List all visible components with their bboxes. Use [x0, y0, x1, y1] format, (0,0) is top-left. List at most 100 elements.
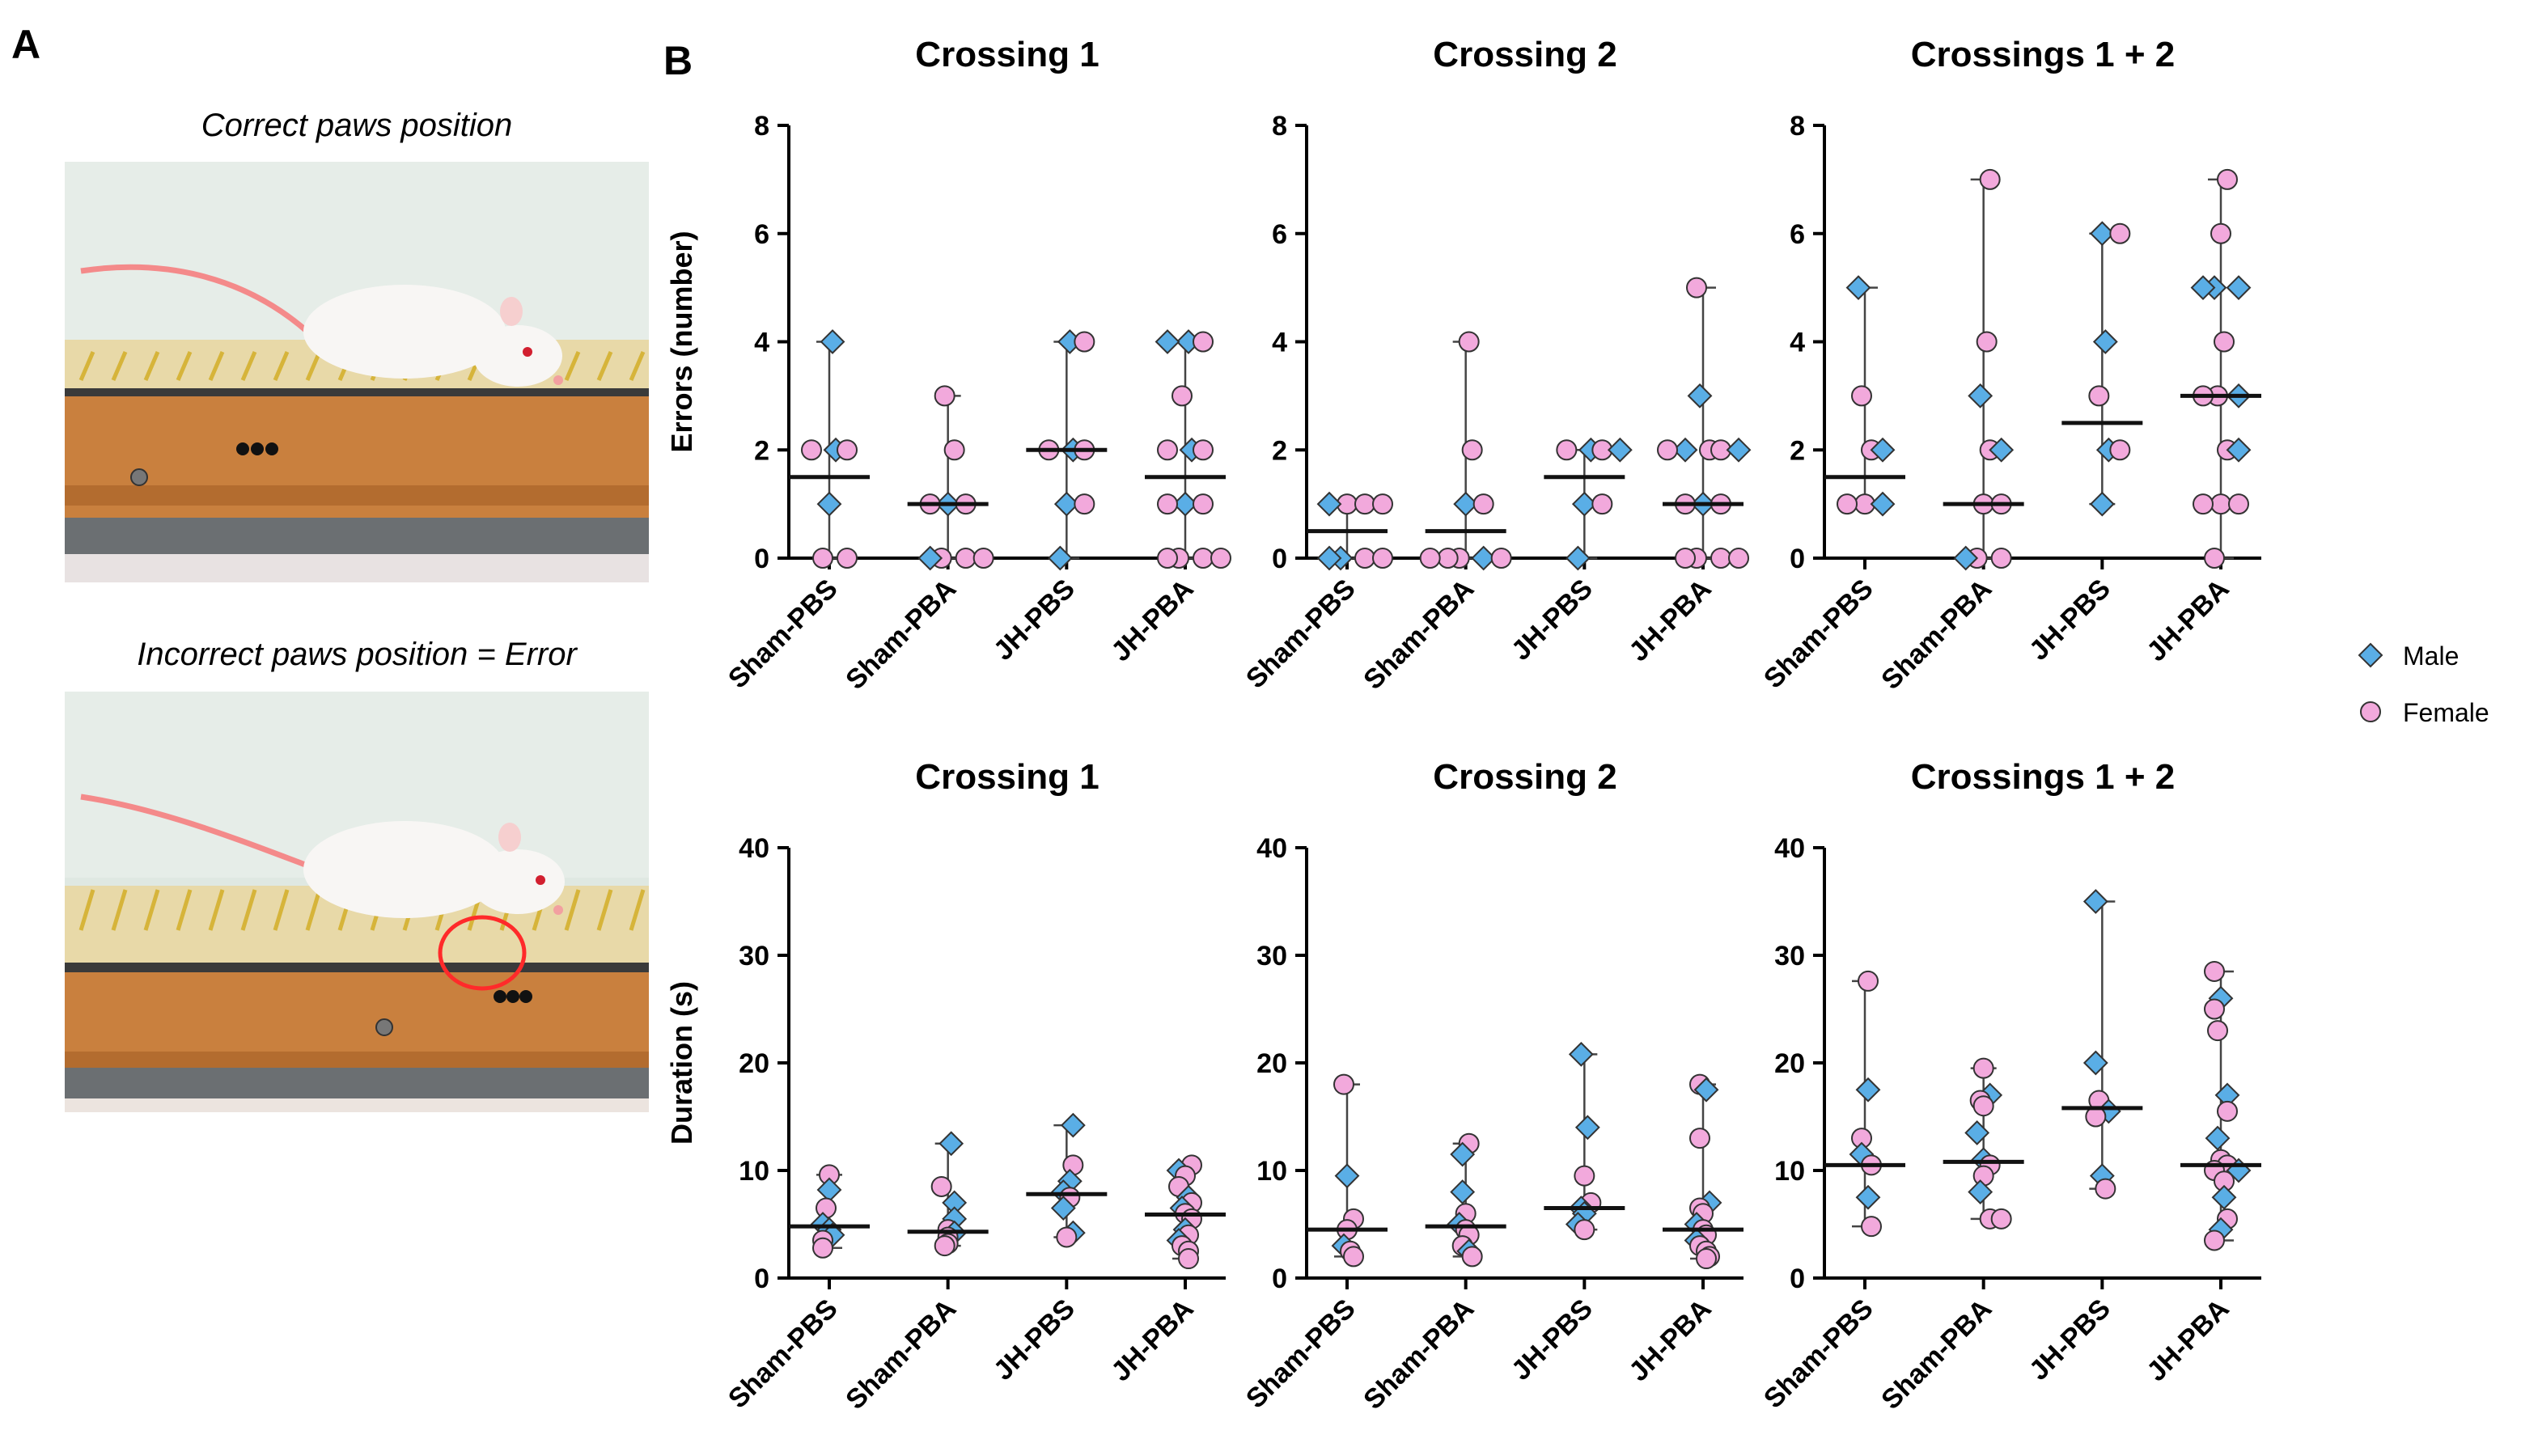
data-point — [1062, 1154, 1084, 1176]
data-point — [955, 548, 977, 569]
data-point — [1193, 548, 1214, 569]
x-tick-label: Sham-PBA — [840, 574, 962, 696]
data-point — [1053, 491, 1079, 517]
data-point — [1851, 385, 1872, 407]
data-point — [1972, 1057, 1994, 1079]
data-point — [1556, 439, 1578, 461]
data-point — [1056, 1226, 1078, 1248]
data-point — [1461, 1246, 1483, 1268]
data-point — [1155, 329, 1180, 354]
y-tick-label: 4 — [754, 328, 769, 358]
data-point — [1689, 1128, 1710, 1149]
chart-4: Crossing 1 0 10 20 30 40 Duration (s) Sham-PBSS… — [665, 757, 1226, 1416]
data-point — [1686, 277, 1707, 298]
data-point — [1574, 1165, 1595, 1187]
y-tick-label: 6 — [1790, 219, 1805, 250]
data-point — [1837, 493, 1858, 515]
data-point — [2089, 221, 2115, 247]
x-tick-label: JH-PBS — [988, 574, 1081, 667]
data-point — [1657, 439, 1678, 461]
y-tick-label: 40 — [1256, 833, 1287, 864]
data-point — [1333, 1073, 1354, 1095]
chart-1: Crossing 1 0 2 4 6 8 Errors (number) Sham-PBSSh… — [665, 35, 1231, 696]
data-point — [2214, 331, 2235, 353]
y-tick-label: 30 — [1774, 941, 1805, 971]
data-point — [1964, 1120, 1990, 1145]
data-point — [1989, 437, 2015, 463]
mouse-tail — [80, 264, 310, 334]
x-tick-label: Sham-PBS — [1758, 1293, 1879, 1415]
data-point — [2204, 1230, 2225, 1251]
male-marker-icon — [2358, 642, 2383, 668]
data-point — [2088, 385, 2110, 407]
data-point — [801, 439, 822, 461]
data-point — [1574, 1115, 1600, 1141]
x-tick-label: Sham-PBS — [722, 1293, 844, 1415]
data-point — [1316, 545, 1342, 571]
data-point — [934, 385, 955, 407]
data-point — [1193, 439, 1214, 461]
data-point — [2193, 493, 2214, 515]
x-tick-label: Sham-PBS — [1240, 1293, 1362, 1415]
x-tick-label: Sham-PBS — [1240, 574, 1362, 695]
data-point — [1571, 491, 1597, 517]
data-point — [837, 439, 858, 461]
x-tick-label: JH-PBA — [1623, 574, 1717, 667]
x-tick-label: JH-PBA — [1105, 574, 1199, 667]
data-point — [1990, 548, 2012, 569]
x-tick-label: JH-PBA — [2141, 1293, 2235, 1387]
chart-title: Crossings 1 + 2 — [1911, 35, 2175, 74]
data-point — [1157, 439, 1178, 461]
data-point — [2190, 275, 2216, 301]
data-point — [1157, 548, 1178, 569]
data-point — [1693, 1077, 1719, 1103]
y-tick-label: 0 — [1272, 544, 1287, 574]
y-tick-label: 40 — [739, 833, 769, 864]
data-point — [934, 1235, 955, 1257]
chart-title: Crossing 2 — [1433, 757, 1616, 797]
y-tick-label: 6 — [754, 219, 769, 250]
x-tick-label: JH-PBS — [2023, 574, 2116, 667]
data-point — [2211, 1184, 2237, 1210]
data-point — [1453, 491, 1479, 517]
data-point — [1471, 545, 1497, 571]
data-point — [1472, 493, 1494, 515]
incorrect-paws-caption: Incorrect paws position = Error — [137, 637, 578, 672]
y-tick-label: 10 — [1256, 1156, 1287, 1187]
y-tick-label: 30 — [739, 941, 769, 971]
data-point — [1855, 1077, 1881, 1103]
data-point — [1461, 439, 1483, 461]
y-tick-label: 2 — [1790, 435, 1805, 466]
data-point — [2082, 889, 2108, 914]
data-point — [2226, 275, 2252, 301]
data-point — [1316, 491, 1342, 517]
data-point — [1990, 1208, 2012, 1230]
data-point — [1060, 1112, 1086, 1138]
data-point — [2204, 998, 2225, 1020]
x-tick-label: JH-PBA — [1105, 1293, 1199, 1387]
data-point — [1450, 1179, 1476, 1205]
data-point — [1972, 1165, 1994, 1187]
data-point — [2205, 1125, 2231, 1151]
data-point — [943, 439, 965, 461]
y-tick-label: 0 — [754, 1263, 769, 1294]
error-highlight-circle — [438, 915, 527, 991]
legend: Male Female — [2358, 641, 2489, 727]
y-tick-label: 2 — [1272, 435, 1287, 466]
y-tick-label: 0 — [1272, 1263, 1287, 1294]
correct-paws-caption: Correct paws position — [201, 108, 513, 143]
y-tick-label: 20 — [739, 1048, 769, 1079]
data-point — [1953, 545, 1979, 571]
photo-correct-paws — [65, 162, 649, 582]
data-point — [1343, 1246, 1364, 1268]
data-point — [1726, 437, 1752, 463]
chart-title: Crossing 1 — [915, 35, 1099, 74]
data-point — [1675, 548, 1696, 569]
data-point — [2228, 493, 2249, 515]
data-point — [1334, 1163, 1360, 1189]
data-point — [1855, 1184, 1881, 1210]
data-point — [1372, 493, 1393, 515]
y-axis-label: Errors (number) — [665, 231, 698, 452]
